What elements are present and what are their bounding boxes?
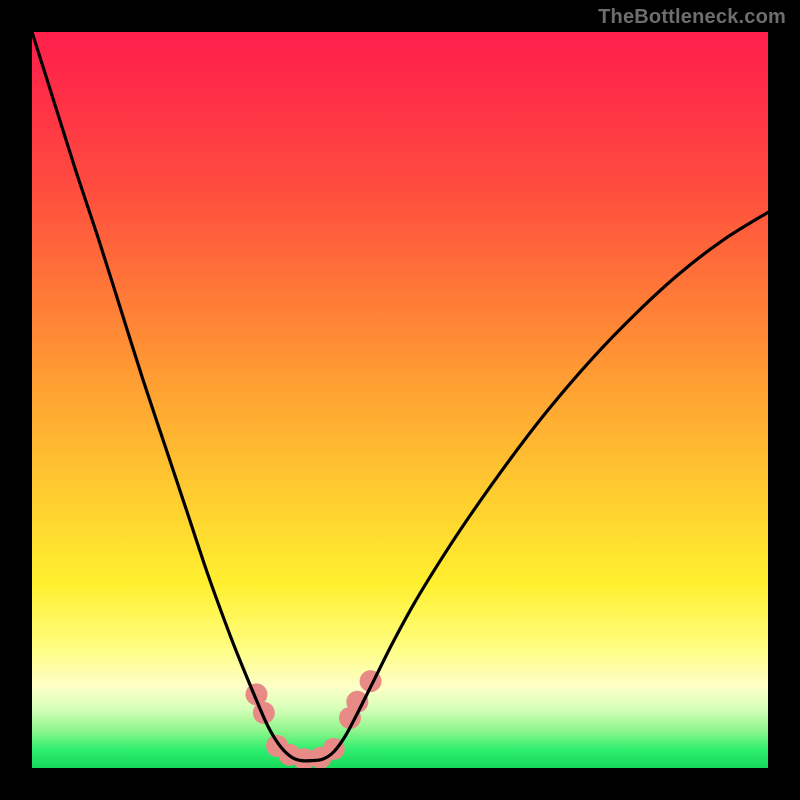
bottleneck-curve (32, 32, 768, 761)
curve-layer (32, 32, 768, 768)
watermark-text: TheBottleneck.com (598, 6, 786, 29)
chart-frame: TheBottleneck.com (0, 0, 800, 800)
plot-area (32, 32, 768, 768)
